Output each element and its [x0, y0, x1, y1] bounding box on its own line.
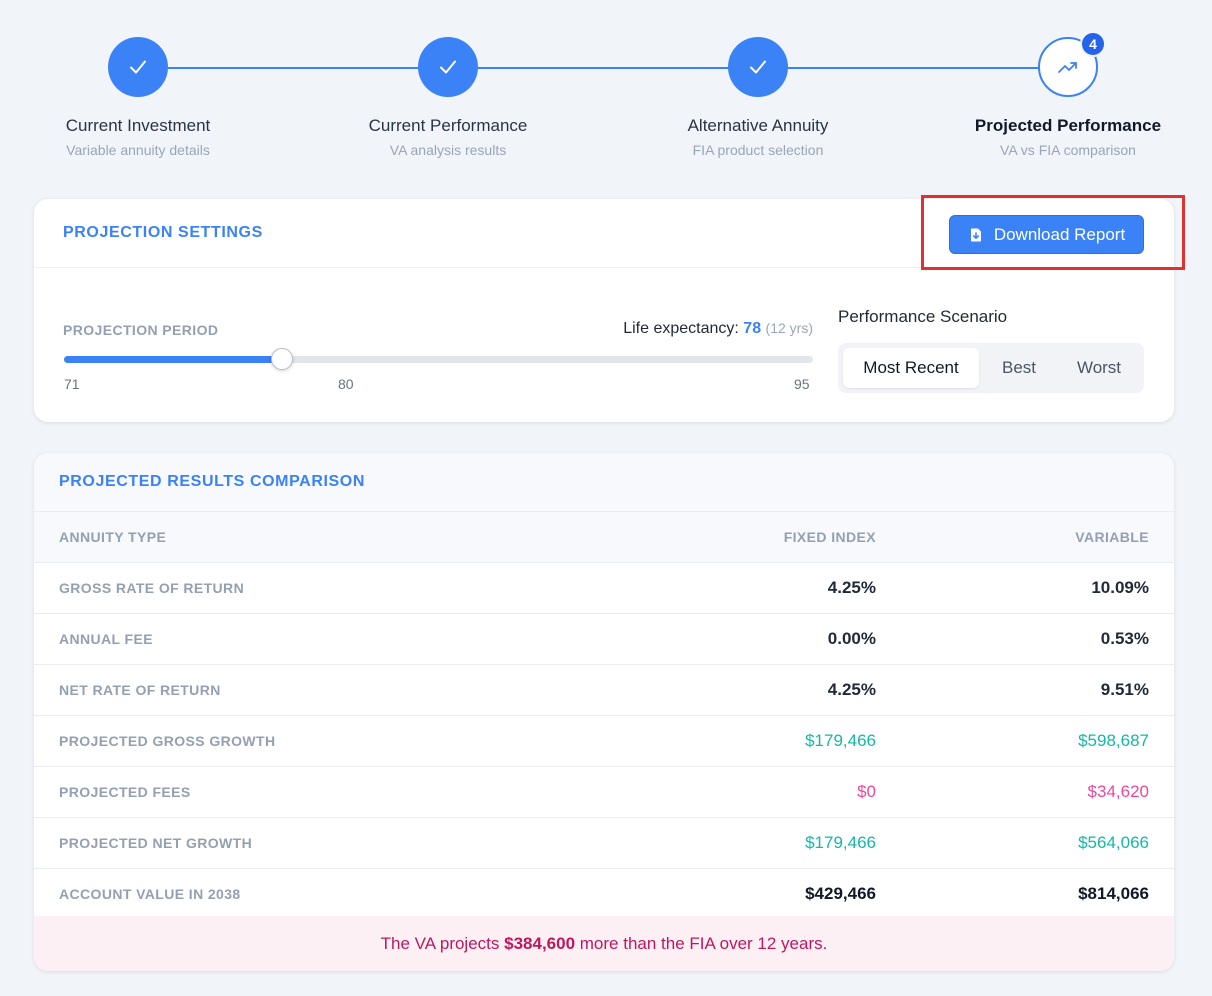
step-connector [168, 67, 419, 69]
slider-tick-label: 71 [64, 376, 80, 392]
step-complete-circle [108, 37, 168, 97]
fixed-index-value: 0.00% [594, 613, 876, 665]
check-icon [750, 60, 766, 74]
row-label: PROJECTED FEES [34, 766, 594, 818]
progress-stepper: Current Investment Variable annuity deta… [0, 0, 1212, 180]
column-header: ANNUITY TYPE [34, 511, 594, 563]
slider-thumb[interactable] [271, 348, 294, 370]
table-row: ACCOUNT VALUE IN 2038 $429,466 $814,066 [34, 868, 1174, 920]
check-icon [130, 60, 146, 74]
fixed-index-value: $429,466 [594, 868, 876, 920]
fixed-index-value: $179,466 [594, 715, 876, 767]
slider-tick-label: 95 [794, 376, 810, 392]
column-header: VARIABLE [876, 511, 1174, 563]
row-label: ACCOUNT VALUE IN 2038 [34, 868, 594, 920]
row-label: PROJECTED GROSS GROWTH [34, 715, 594, 767]
table-row: PROJECTED GROSS GROWTH $179,466 $598,687 [34, 715, 1174, 767]
settings-header: PROJECTION SETTINGS [34, 199, 1174, 268]
step-number-badge: 4 [1080, 31, 1106, 57]
section-title: PROJECTION SETTINGS [63, 224, 263, 241]
summary-prefix: The VA projects [380, 933, 500, 953]
column-header: FIXED INDEX [594, 511, 876, 563]
step-title: Alternative Annuity [687, 116, 829, 135]
step-subtitle: VA analysis results [389, 142, 507, 158]
step-title: Projected Performance [974, 116, 1162, 135]
row-label: ANNUAL FEE [34, 613, 594, 665]
variable-value: $34,620 [876, 766, 1174, 818]
table-row: PROJECTED FEES $0 $34,620 [34, 766, 1174, 818]
results-table: ANNUITY TYPE FIXED INDEX VARIABLE GROSS … [34, 511, 1174, 920]
projection-period-label: PROJECTION PERIOD [63, 322, 219, 338]
slider-fill [64, 356, 283, 363]
step-complete-circle [418, 37, 478, 97]
life-expectancy-years: (12 yrs) [765, 320, 813, 336]
scenario-most-recent[interactable]: Most Recent [843, 348, 979, 388]
step-subtitle: FIA product selection [692, 142, 824, 158]
step-title: Current Investment [65, 116, 211, 135]
summary-amount: $384,600 [504, 933, 576, 953]
variable-value: 10.09% [876, 562, 1174, 614]
step-connector [788, 67, 1039, 69]
variable-value: $814,066 [876, 868, 1174, 920]
scenario-worst[interactable]: Worst [1076, 358, 1122, 377]
section-title: PROJECTED RESULTS COMPARISON [59, 473, 366, 490]
fixed-index-value: 4.25% [594, 562, 876, 614]
step-active-circle: 4 [1038, 31, 1106, 97]
projection-settings-card: PROJECTION SETTINGS Download Report PROJ… [34, 199, 1174, 422]
step-current-performance[interactable]: Current Performance VA analysis results [328, 37, 568, 158]
table-row: ANNUAL FEE 0.00% 0.53% [34, 613, 1174, 665]
row-label: PROJECTED NET GROWTH [34, 817, 594, 869]
projection-period-slider[interactable] [64, 348, 813, 370]
life-expectancy: Life expectancy: 78 (12 yrs) [623, 320, 813, 338]
step-subtitle: Variable annuity details [66, 142, 210, 158]
step-alternative-annuity[interactable]: Alternative Annuity FIA product selectio… [638, 37, 878, 158]
step-connector [478, 67, 729, 69]
scenario-best[interactable]: Best [1001, 358, 1037, 377]
life-expectancy-label: Life expectancy: [623, 320, 739, 337]
step-current-investment[interactable]: Current Investment Variable annuity deta… [18, 37, 258, 158]
step-complete-circle [728, 37, 788, 97]
projected-results-card: PROJECTED RESULTS COMPARISON ANNUITY TYP… [34, 453, 1174, 971]
download-file-icon [970, 228, 981, 241]
download-report-label: Download Report [993, 224, 1126, 244]
variable-value: $564,066 [876, 817, 1174, 869]
table-row: NET RATE OF RETURN 4.25% 9.51% [34, 664, 1174, 716]
table-row: PROJECTED NET GROWTH $179,466 $564,066 [34, 817, 1174, 869]
performance-scenario-label: Performance Scenario [838, 307, 1008, 326]
variable-value: 9.51% [876, 664, 1174, 716]
step-subtitle: VA vs FIA comparison [1000, 142, 1136, 158]
row-label: NET RATE OF RETURN [34, 664, 594, 716]
fixed-index-value: $179,466 [594, 817, 876, 869]
variable-value: 0.53% [876, 613, 1174, 665]
step-projected-performance[interactable]: 4 Projected Performance VA vs FIA compar… [948, 31, 1188, 158]
life-expectancy-age: 78 [743, 320, 762, 337]
fixed-index-value: 4.25% [594, 664, 876, 716]
variable-value: $598,687 [876, 715, 1174, 767]
summary-suffix: more than the FIA over 12 years. [579, 933, 828, 953]
table-row: GROSS RATE OF RETURN 4.25% 10.09% [34, 562, 1174, 614]
results-header: PROJECTED RESULTS COMPARISON [34, 453, 1174, 511]
scenario-segmented-control: Most Recent Best Worst [838, 343, 1144, 393]
download-report-button[interactable]: Download Report [949, 215, 1144, 254]
comparison-summary-banner: The VA projects $384,600 more than the F… [34, 916, 1174, 971]
row-label: GROSS RATE OF RETURN [34, 562, 594, 614]
slider-tick-label: 80 [338, 376, 354, 392]
trending-up-icon [1058, 62, 1077, 73]
check-icon [440, 60, 456, 74]
fixed-index-value: $0 [594, 766, 876, 818]
table-header-row: ANNUITY TYPE FIXED INDEX VARIABLE [34, 511, 1174, 563]
step-title: Current Performance [368, 116, 528, 135]
